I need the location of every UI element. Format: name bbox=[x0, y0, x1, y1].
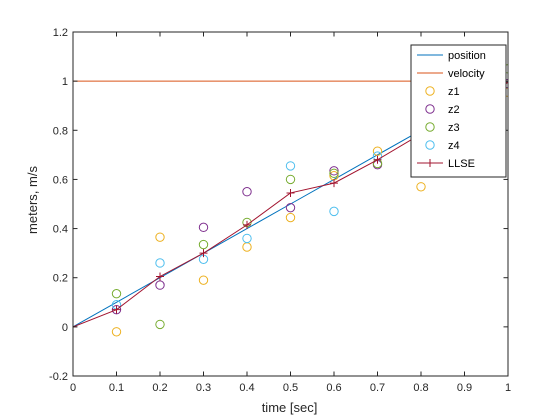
z4-point bbox=[329, 206, 339, 217]
z3-point bbox=[329, 168, 339, 178]
z3-point bbox=[111, 288, 122, 299]
legend-box bbox=[410, 44, 507, 178]
z4-point bbox=[285, 161, 296, 171]
z2-point bbox=[111, 304, 122, 315]
axes: 0 0.1 0.2 0.3 0.4 0.5 0.6 0.7 0.8 0.9 1-0.200.20.4… bbox=[49, 27, 511, 394]
y-tick-label: -0.2 bbox=[49, 371, 68, 383]
x-tick-label: 0.7 bbox=[370, 382, 385, 394]
z1-point bbox=[111, 327, 122, 337]
z3-point bbox=[285, 174, 296, 185]
z2-point bbox=[329, 166, 339, 176]
legend-swatch-z4 bbox=[425, 140, 435, 150]
z1-point bbox=[155, 232, 165, 242]
legend-label-llse: LLSE bbox=[448, 158, 475, 170]
llse-point bbox=[330, 179, 338, 188]
llse-point bbox=[286, 188, 295, 197]
z4-point bbox=[242, 233, 252, 244]
y-tick-label: 1 bbox=[62, 76, 68, 88]
legend-marker-llse bbox=[426, 159, 434, 167]
x-tick-label: 0.6 bbox=[326, 382, 341, 394]
z3-point bbox=[155, 319, 165, 330]
x-tick-label: 0 bbox=[70, 382, 76, 394]
legend-label-position: position bbox=[448, 50, 486, 62]
z1-point bbox=[285, 212, 296, 223]
legend-swatch-z3 bbox=[425, 122, 435, 132]
legend: position velocity z1 z2 z3 z4 LLSE bbox=[410, 44, 507, 178]
legend-swatch-z1 bbox=[425, 86, 435, 96]
x-tick-label: 0.5 bbox=[283, 382, 298, 394]
z1-point bbox=[198, 275, 209, 285]
legend-label-velocity: velocity bbox=[448, 68, 485, 80]
x-tick-label: 1 bbox=[505, 382, 511, 394]
y-tick-label: 0.4 bbox=[53, 224, 68, 236]
y-axis-label: meters, m/s bbox=[25, 166, 40, 234]
x-tick-label: 0.9 bbox=[457, 382, 472, 394]
y-tick-label: 0 bbox=[62, 322, 68, 334]
y-tick-label: 0.2 bbox=[53, 273, 68, 285]
llse-point bbox=[112, 305, 121, 314]
z2-point bbox=[242, 187, 252, 197]
z1-point bbox=[372, 146, 383, 156]
z3-point bbox=[198, 239, 209, 250]
y-tick-label: 0.6 bbox=[53, 174, 68, 186]
y-tick-label: 0.8 bbox=[53, 125, 68, 137]
y-tick-label: 1.2 bbox=[53, 27, 68, 39]
z1-point bbox=[416, 182, 426, 192]
llse-point bbox=[243, 220, 251, 229]
x-tick-label: 0.3 bbox=[196, 382, 211, 394]
llse-point bbox=[156, 272, 164, 281]
legend-label-z1: z1 bbox=[448, 86, 460, 98]
legend-label-z2: z2 bbox=[448, 104, 460, 116]
legend-swatch-z2 bbox=[425, 104, 435, 114]
x-axis-label: time [sec] bbox=[262, 400, 318, 415]
legend-label-z4: z4 bbox=[448, 140, 460, 152]
x-tick-label: 0.8 bbox=[413, 382, 428, 394]
legend-label-z3: z3 bbox=[448, 122, 460, 134]
llse-point bbox=[373, 155, 382, 164]
z2-point bbox=[155, 280, 165, 290]
x-tick-label: 0.1 bbox=[109, 382, 124, 394]
z4-point bbox=[155, 258, 165, 268]
chart-marks bbox=[73, 64, 508, 337]
x-tick-label: 0.2 bbox=[152, 382, 167, 394]
x-tick-label: 0.4 bbox=[239, 382, 254, 394]
z2-point bbox=[285, 202, 296, 213]
z2-point bbox=[198, 222, 209, 233]
llse-point bbox=[199, 249, 208, 258]
